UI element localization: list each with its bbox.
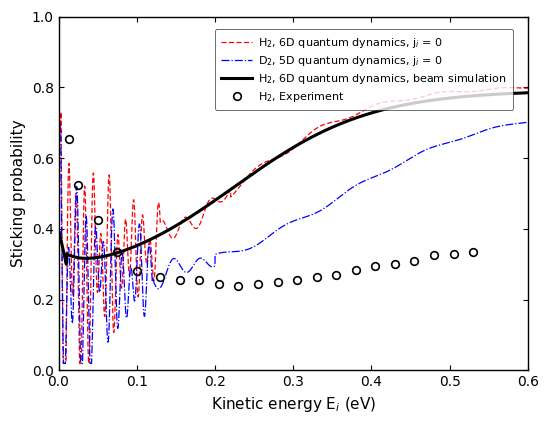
H$_2$, Experiment (470, 249, 476, 255)
H$_2$, 6D quantum dynamics, beam simulation (428, 98, 435, 103)
Line: H$_2$, 6D quantum dynamics, j$_i$ = 0: H$_2$, 6D quantum dynamics, j$_i$ = 0 (59, 88, 528, 363)
H$_2$, 6D quantum dynamics, beam simulation (226, 188, 232, 193)
H$_2$, Experiment (431, 253, 437, 258)
Legend: H$_2$, 6D quantum dynamics, j$_i$ = 0, D$_2$, 5D quantum dynamics, j$_i$ = 0, H$: H$_2$, 6D quantum dynamics, j$_i$ = 0, D… (214, 29, 513, 110)
H$_2$, Experiment (216, 281, 222, 286)
D$_2$, 5D quantum dynamics, j$_i$ = 0 (404, 158, 410, 163)
H$_2$, 6D quantum dynamics, j$_i$ = 0 (525, 86, 531, 91)
H$_2$, 6D quantum dynamics, j$_i$ = 0 (428, 91, 435, 96)
H$_2$, 6D quantum dynamics, j$_i$ = 0 (505, 85, 512, 90)
H$_2$, 6D quantum dynamics, beam simulation (333, 123, 340, 128)
H$_2$, Experiment (114, 249, 120, 255)
D$_2$, 5D quantum dynamics, j$_i$ = 0 (60, 361, 67, 366)
H$_2$, Experiment (372, 264, 378, 269)
H$_2$, Experiment (450, 251, 457, 256)
D$_2$, 5D quantum dynamics, j$_i$ = 0 (354, 182, 360, 187)
D$_2$, 5D quantum dynamics, j$_i$ = 0 (525, 120, 531, 125)
H$_2$, Experiment (95, 218, 101, 223)
Y-axis label: Sticking probability: Sticking probability (11, 120, 26, 267)
H$_2$, Experiment (157, 274, 163, 279)
D$_2$, 5D quantum dynamics, j$_i$ = 0 (333, 197, 340, 202)
H$_2$, 6D quantum dynamics, j$_i$ = 0 (226, 190, 232, 195)
Line: H$_2$, Experiment: H$_2$, Experiment (65, 135, 477, 289)
H$_2$, 6D quantum dynamics, beam simulation (80, 256, 86, 261)
H$_2$, Experiment (177, 278, 183, 283)
H$_2$, Experiment (75, 182, 81, 187)
H$_2$, Experiment (65, 136, 72, 141)
H$_2$, Experiment (353, 267, 359, 272)
D$_2$, 5D quantum dynamics, j$_i$ = 0 (226, 249, 232, 255)
H$_2$, Experiment (314, 274, 320, 279)
H$_2$, 6D quantum dynamics, beam simulation (63, 262, 70, 267)
H$_2$, Experiment (255, 281, 261, 286)
Line: D$_2$, 5D quantum dynamics, j$_i$ = 0: D$_2$, 5D quantum dynamics, j$_i$ = 0 (59, 121, 528, 363)
H$_2$, 6D quantum dynamics, beam simulation (56, 230, 63, 235)
H$_2$, 6D quantum dynamics, beam simulation (404, 102, 410, 107)
X-axis label: Kinetic energy E$_i$ (eV): Kinetic energy E$_i$ (eV) (211, 395, 376, 414)
D$_2$, 5D quantum dynamics, j$_i$ = 0 (428, 145, 435, 150)
H$_2$, 6D quantum dynamics, j$_i$ = 0 (60, 361, 67, 366)
D$_2$, 5D quantum dynamics, j$_i$ = 0 (80, 345, 86, 350)
H$_2$, Experiment (196, 278, 202, 283)
H$_2$, Experiment (235, 283, 242, 288)
H$_2$, 6D quantum dynamics, j$_i$ = 0 (333, 119, 340, 124)
H$_2$, 6D quantum dynamics, j$_i$ = 0 (404, 98, 410, 103)
H$_2$, Experiment (134, 269, 140, 274)
H$_2$, 6D quantum dynamics, beam simulation (525, 90, 531, 95)
H$_2$, 6D quantum dynamics, j$_i$ = 0 (354, 112, 360, 117)
H$_2$, 6D quantum dynamics, beam simulation (354, 115, 360, 120)
H$_2$, 6D quantum dynamics, j$_i$ = 0 (80, 252, 86, 257)
H$_2$, Experiment (411, 258, 418, 264)
H$_2$, Experiment (294, 278, 300, 283)
H$_2$, Experiment (274, 280, 281, 285)
Line: H$_2$, 6D quantum dynamics, beam simulation: H$_2$, 6D quantum dynamics, beam simulat… (59, 93, 528, 264)
H$_2$, 6D quantum dynamics, j$_i$ = 0 (56, 124, 63, 129)
H$_2$, Experiment (392, 262, 398, 267)
H$_2$, Experiment (333, 272, 339, 278)
D$_2$, 5D quantum dynamics, j$_i$ = 0 (56, 119, 63, 124)
